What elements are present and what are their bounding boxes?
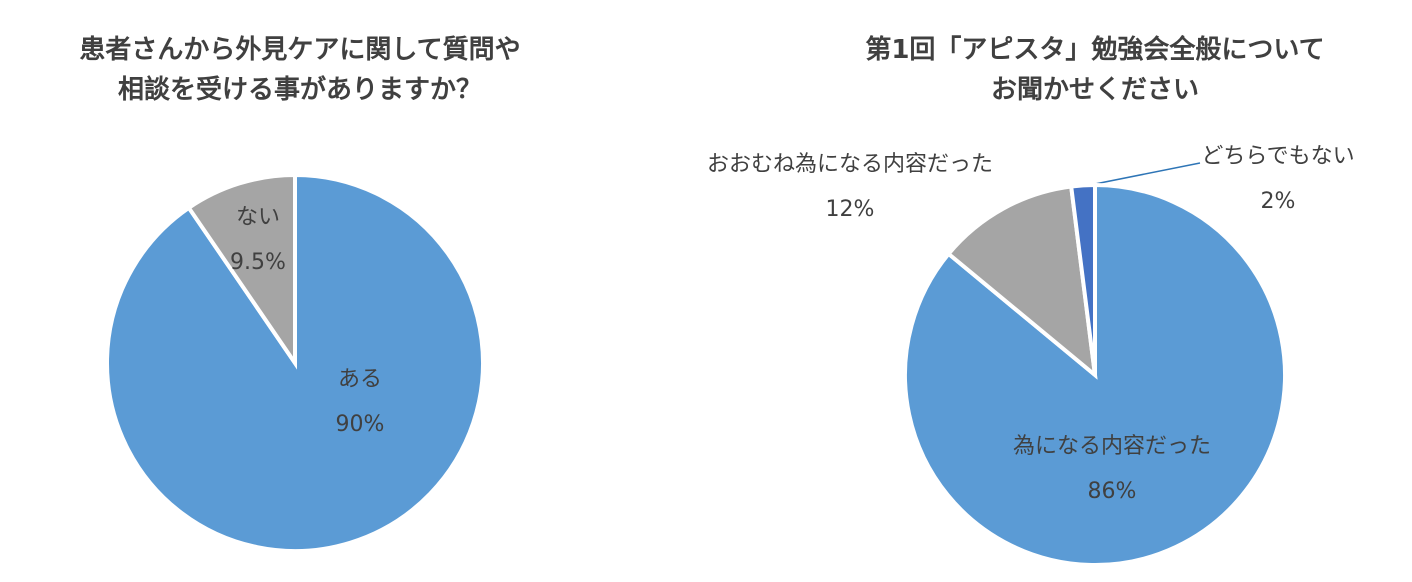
value-label: 2% [1261, 189, 1296, 214]
pie-slice [186, 172, 297, 370]
category-label: ある [338, 367, 382, 392]
chart-title: 患者さんから外見ケアに関して質問や 相談を受ける事がありますか？ [79, 35, 521, 105]
value-label: 90% [336, 412, 385, 437]
pie-slice [1068, 182, 1097, 376]
pie-slice [945, 184, 1098, 380]
category-label: どちらでもない [1201, 144, 1354, 169]
chart-title: 第1回「アピスタ」勉強会全般について お聞かせください [865, 35, 1325, 105]
value-label: 12% [826, 197, 875, 222]
value-label: 9.5% [230, 250, 286, 275]
category-label: ない [236, 205, 280, 230]
value-label: 86% [1088, 479, 1137, 504]
leader-line [1079, 162, 1201, 188]
category-label: おおむね為になる内容だった [707, 152, 993, 177]
category-label: 為になる内容だった [1013, 434, 1211, 459]
